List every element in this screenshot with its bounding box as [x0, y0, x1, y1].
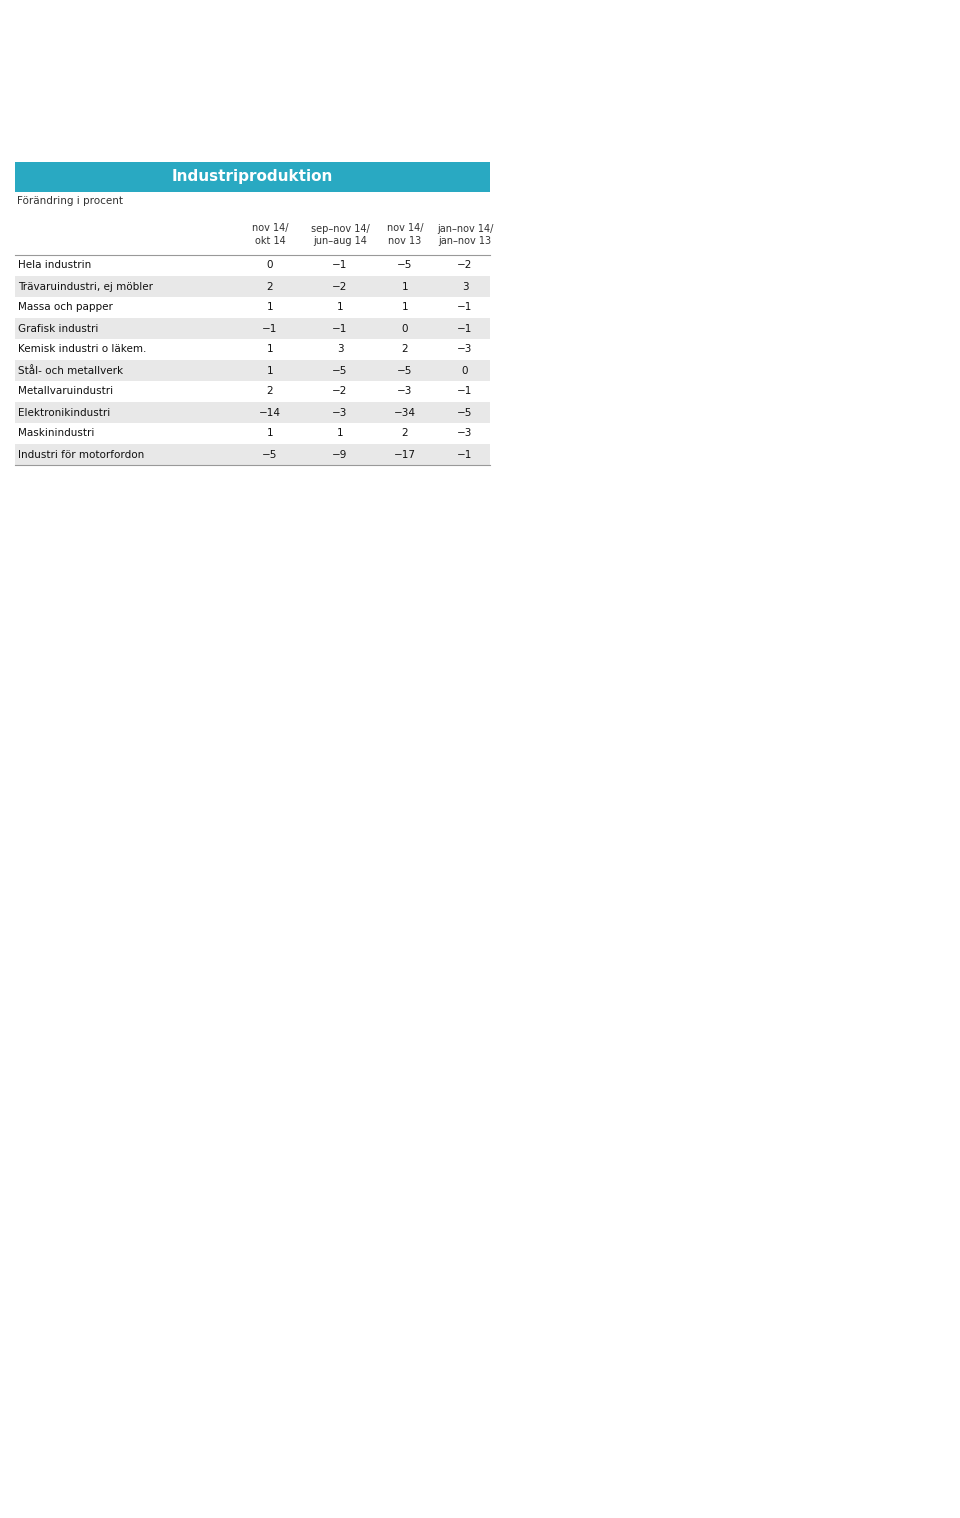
FancyBboxPatch shape	[15, 402, 490, 424]
Text: Industriproduktion: Industriproduktion	[172, 170, 333, 185]
Text: 2: 2	[267, 387, 274, 396]
FancyBboxPatch shape	[15, 276, 490, 298]
Text: Massa och papper: Massa och papper	[18, 302, 113, 313]
Text: −3: −3	[397, 387, 413, 396]
Text: −5: −5	[397, 261, 413, 270]
Text: −1: −1	[457, 449, 472, 460]
Text: Stål- och metallverk: Stål- och metallverk	[18, 366, 123, 375]
Text: Industri för motorfordon: Industri för motorfordon	[18, 449, 144, 460]
Text: nov 14/: nov 14/	[252, 223, 288, 234]
Text: −2: −2	[332, 387, 348, 396]
Text: 1: 1	[267, 302, 274, 313]
Text: sep–nov 14/: sep–nov 14/	[311, 223, 370, 234]
Text: nov 13: nov 13	[389, 235, 421, 246]
Text: −2: −2	[457, 261, 472, 270]
Text: 1: 1	[401, 302, 408, 313]
FancyBboxPatch shape	[15, 162, 490, 191]
Text: −2: −2	[332, 281, 348, 291]
Text: jan–nov 13: jan–nov 13	[439, 235, 492, 246]
Text: −3: −3	[332, 407, 348, 417]
Text: −1: −1	[457, 323, 472, 334]
Text: −1: −1	[332, 261, 348, 270]
Text: 1: 1	[337, 302, 344, 313]
Text: 0: 0	[401, 323, 408, 334]
Text: 1: 1	[267, 428, 274, 439]
Text: 1: 1	[267, 345, 274, 355]
Text: −3: −3	[457, 345, 472, 355]
Text: okt 14: okt 14	[254, 235, 285, 246]
Text: −3: −3	[457, 428, 472, 439]
Text: 2: 2	[401, 428, 408, 439]
Text: −1: −1	[457, 302, 472, 313]
Text: 1: 1	[401, 281, 408, 291]
Text: jun–aug 14: jun–aug 14	[313, 235, 367, 246]
Text: 1: 1	[267, 366, 274, 375]
Text: Maskinindustri: Maskinindustri	[18, 428, 94, 439]
Text: Metallvaruindustri: Metallvaruindustri	[18, 387, 113, 396]
Text: 2: 2	[401, 345, 408, 355]
Text: 0: 0	[267, 261, 274, 270]
Text: 0: 0	[462, 366, 468, 375]
Text: Kemisk industri o läkem.: Kemisk industri o läkem.	[18, 345, 146, 355]
Text: 1: 1	[337, 428, 344, 439]
Text: −5: −5	[262, 449, 277, 460]
Text: 3: 3	[462, 281, 468, 291]
Text: −1: −1	[262, 323, 277, 334]
Text: 3: 3	[337, 345, 344, 355]
FancyBboxPatch shape	[15, 317, 490, 339]
Text: Hela industrin: Hela industrin	[18, 261, 91, 270]
Text: −5: −5	[457, 407, 472, 417]
Text: 2: 2	[267, 281, 274, 291]
FancyBboxPatch shape	[15, 443, 490, 465]
Text: −1: −1	[332, 323, 348, 334]
Text: −34: −34	[394, 407, 416, 417]
Text: −5: −5	[397, 366, 413, 375]
Text: Förändring i procent: Förändring i procent	[17, 196, 123, 206]
FancyBboxPatch shape	[15, 360, 490, 381]
Text: jan–nov 14/: jan–nov 14/	[437, 223, 493, 234]
Text: −1: −1	[457, 387, 472, 396]
Text: −5: −5	[332, 366, 348, 375]
Text: −17: −17	[394, 449, 416, 460]
Text: −14: −14	[259, 407, 281, 417]
Text: Elektronikindustri: Elektronikindustri	[18, 407, 110, 417]
Text: nov 14/: nov 14/	[387, 223, 423, 234]
Text: Grafisk industri: Grafisk industri	[18, 323, 98, 334]
Text: Trävaruindustri, ej möbler: Trävaruindustri, ej möbler	[18, 281, 153, 291]
Text: −9: −9	[332, 449, 348, 460]
